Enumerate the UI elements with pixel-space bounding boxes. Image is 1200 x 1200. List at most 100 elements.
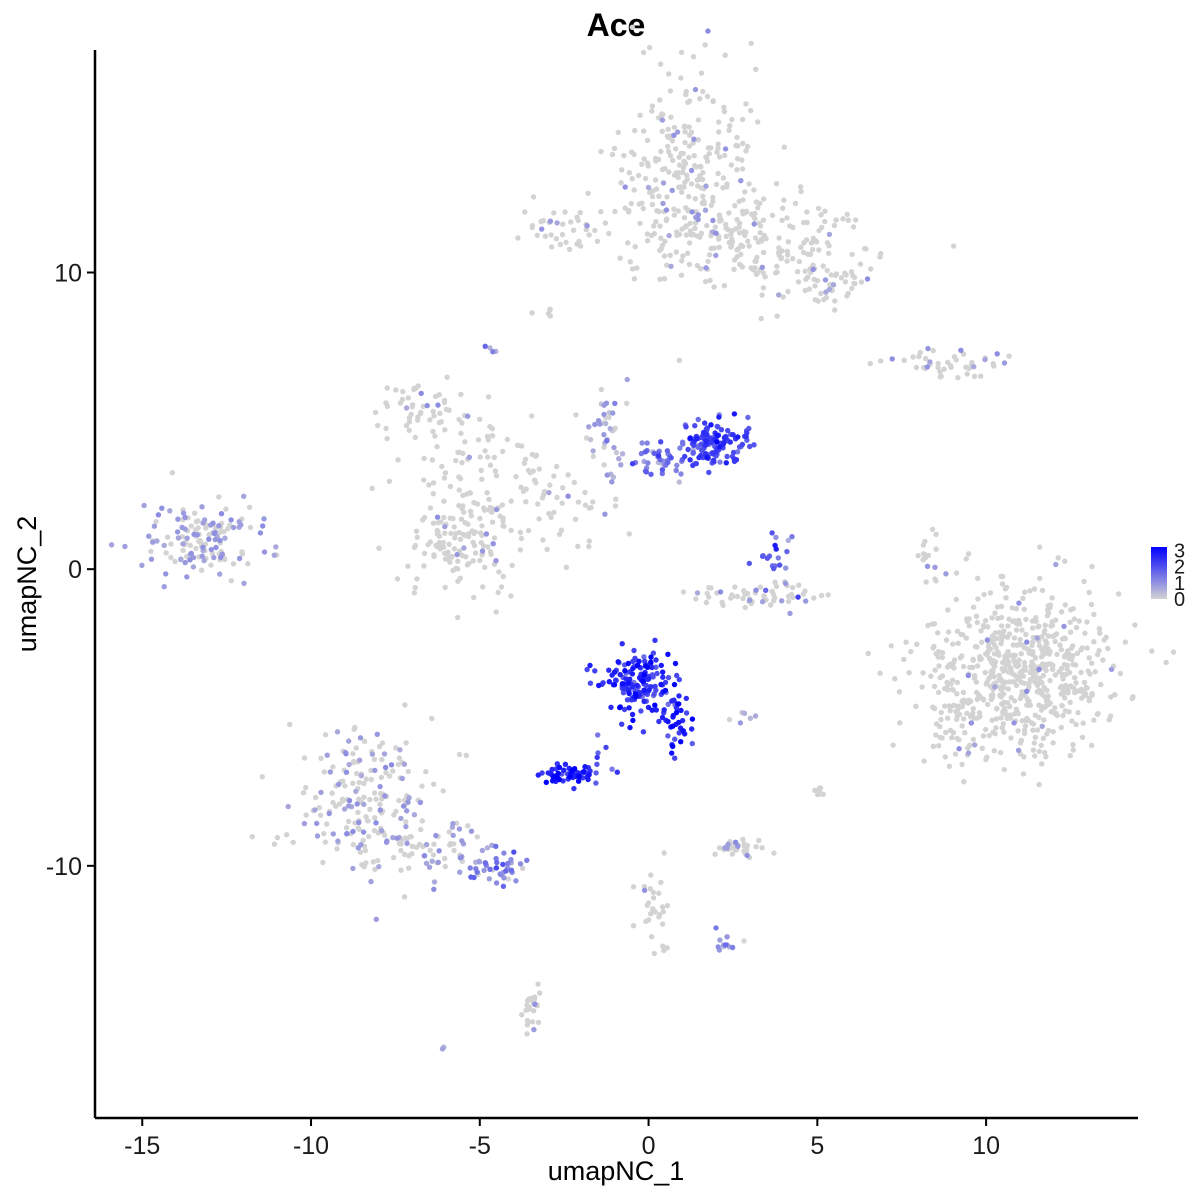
scatter-point (656, 718, 662, 725)
scatter-point (744, 143, 751, 150)
scatter-point (363, 776, 369, 782)
scatter-point (450, 820, 456, 827)
scatter-point (704, 425, 711, 431)
scatter-point (356, 826, 362, 833)
scatter-point (539, 226, 545, 232)
scatter-point (631, 276, 638, 282)
scatter-point (412, 542, 419, 549)
scatter-point (1014, 621, 1020, 627)
scatter-point (223, 506, 229, 512)
scatter-point (686, 132, 693, 138)
scatter-point (442, 427, 448, 433)
scatter-point (1073, 721, 1079, 728)
scatter-point (355, 809, 361, 816)
scatter-point (368, 776, 374, 783)
scatter-point (1039, 723, 1045, 729)
scatter-point (430, 520, 437, 526)
scatter-point (710, 194, 716, 201)
scatter-point (179, 524, 185, 531)
scatter-point (775, 555, 781, 561)
scatter-point (704, 590, 710, 597)
scatter-point (456, 751, 463, 758)
scatter-point (658, 681, 664, 688)
scatter-point (743, 433, 749, 440)
scatter-point (491, 454, 497, 461)
scatter-point (1038, 707, 1045, 713)
scatter-point (447, 483, 454, 490)
scatter-point (584, 666, 590, 673)
scatter-point (537, 990, 543, 996)
scatter-point (812, 283, 818, 289)
scatter-point (945, 607, 951, 613)
scatter-point (1117, 670, 1124, 677)
scatter-point (487, 345, 493, 351)
scatter-point (686, 261, 693, 268)
scatter-point (674, 462, 680, 468)
scatter-point (999, 725, 1005, 731)
scatter-point (586, 772, 592, 778)
scatter-point (542, 233, 549, 239)
scatter-point (527, 470, 533, 476)
scatter-point (1032, 712, 1039, 718)
scatter-point (519, 443, 525, 449)
scatter-point (626, 690, 632, 697)
scatter-point (529, 413, 535, 419)
scatter-point (644, 238, 651, 244)
scatter-point (779, 598, 785, 604)
scatter-point (987, 656, 993, 662)
scatter-point (690, 54, 697, 60)
scatter-point (695, 416, 701, 423)
scatter-point (626, 531, 632, 537)
scatter-point (169, 470, 176, 476)
scatter-point (230, 561, 237, 567)
scatter-point (756, 837, 762, 844)
scatter-point (708, 202, 714, 209)
scatter-point (1005, 623, 1011, 629)
scatter-point (629, 684, 636, 690)
scatter-point (946, 763, 953, 769)
scatter-point (620, 690, 627, 696)
scatter-point (609, 766, 615, 772)
scatter-point (217, 571, 223, 577)
scatter-point (1097, 630, 1103, 636)
scatter-point (461, 545, 467, 551)
scatter-point (1020, 771, 1027, 777)
scatter-point (408, 411, 414, 417)
scatter-point (666, 71, 672, 77)
scatter-point (350, 865, 356, 872)
scatter-point (639, 678, 646, 684)
scatter-point (1041, 749, 1048, 756)
scatter-point (695, 137, 701, 143)
scatter-point (634, 682, 640, 689)
scatter-point (1022, 723, 1029, 729)
scatter-point (679, 189, 685, 195)
scatter-point (525, 1019, 531, 1025)
scatter-point (444, 556, 450, 562)
scatter-point (1043, 702, 1050, 708)
scatter-point (154, 538, 160, 544)
scatter-point (660, 200, 666, 207)
scatter-point (680, 441, 686, 447)
scatter-point (1019, 642, 1026, 648)
scatter-point (730, 432, 736, 438)
scatter-point (405, 395, 411, 401)
scatter-point (228, 578, 234, 584)
scatter-point (787, 610, 793, 617)
scatter-point (683, 424, 689, 430)
scatter-point (384, 385, 390, 391)
scatter-point (1032, 734, 1039, 740)
scatter-point (960, 351, 967, 357)
scatter-point (1075, 709, 1081, 716)
scatter-point (541, 488, 548, 495)
scatter-point (975, 596, 981, 602)
scatter-point (950, 687, 956, 693)
scatter-point (726, 716, 733, 723)
scatter-point (586, 424, 592, 430)
scatter-point (431, 413, 437, 419)
scatter-point (398, 841, 404, 847)
scatter-point (549, 778, 556, 784)
scatter-point (653, 219, 659, 225)
scatter-point (858, 279, 865, 285)
scatter-point (247, 524, 254, 531)
scatter-point (740, 197, 746, 203)
